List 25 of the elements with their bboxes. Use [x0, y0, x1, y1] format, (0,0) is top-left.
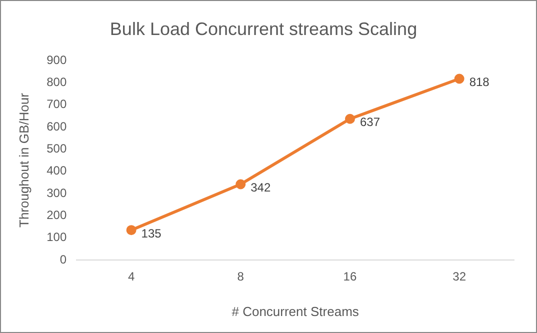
y-tick-label: 100	[46, 230, 67, 244]
y-tick-label: 600	[46, 119, 67, 134]
y-tick-label: 800	[46, 75, 67, 90]
x-tick-label: 8	[237, 270, 244, 284]
point	[126, 225, 136, 236]
y-tick-label: 200	[46, 208, 67, 222]
chart-title: Bulk Load Concurrent streams Scaling	[110, 18, 418, 39]
data-label: 818	[469, 75, 490, 90]
x-tick-label: 16	[343, 270, 357, 284]
x-tick-label: 4	[128, 270, 135, 284]
point	[344, 114, 355, 124]
point	[454, 74, 464, 84]
y-tick-label: 900	[46, 52, 67, 67]
data-label: 637	[360, 115, 380, 130]
x-axis-title: # Concurrent Streams	[232, 304, 360, 319]
y-tick-label: 400	[46, 164, 67, 178]
y-axis-title: Throughout in GB/Hour	[16, 92, 32, 228]
y-tick-label: 500	[46, 142, 67, 156]
y-tick-label: 300	[46, 186, 67, 200]
data-label: 342	[250, 180, 271, 195]
x-tick-label: 32	[452, 270, 466, 284]
data-label: 135	[141, 226, 162, 240]
y-tick-label: 0	[60, 252, 67, 266]
y-tick-label: 700	[46, 97, 67, 112]
point	[236, 179, 246, 190]
